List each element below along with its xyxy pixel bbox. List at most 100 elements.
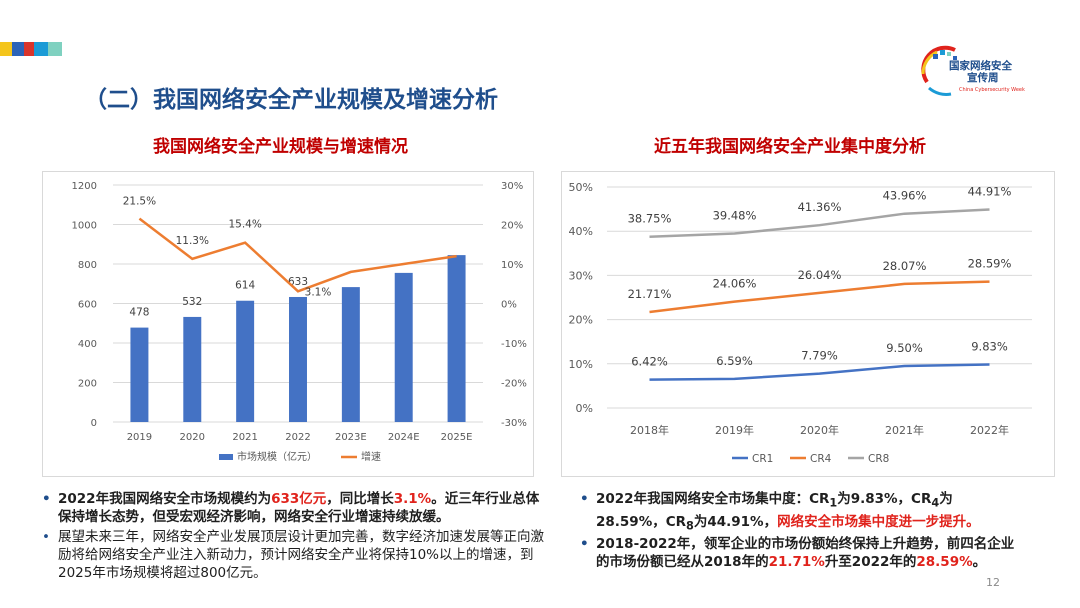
x-tick: 2018年	[630, 423, 669, 437]
y-tick-right: 20%	[501, 221, 523, 232]
bullet-dot-icon: •	[42, 529, 50, 545]
page-number: 12	[986, 576, 1000, 589]
data-label: 39.48%	[713, 208, 757, 222]
logo-emblem-icon: 国家网络安全 宣传周 China Cybersecurity Week	[921, 45, 1025, 96]
logo-text-1: 国家网络安全	[949, 59, 1012, 72]
y-tick: 20%	[569, 314, 593, 327]
bar	[289, 296, 307, 422]
text-span: 升至2022年的	[824, 554, 917, 571]
data-label: 38.75%	[628, 212, 672, 226]
left-chart: 0 -30% 200 -20% 400 -10% 600 0% 800 10% 1000 20% 120…	[42, 171, 534, 477]
y-tick-left: 800	[78, 260, 97, 271]
y-tick-right: 0%	[501, 300, 517, 311]
text-span: 。近三年行业总体保持增长态势，但受宏观经济影响，网络安全行业增速持续放缓。	[58, 491, 540, 525]
data-label: 43.96%	[883, 189, 927, 203]
legend-label: CR4	[810, 453, 832, 465]
y-tick: 50%	[569, 181, 593, 194]
data-label: 9.50%	[886, 341, 923, 355]
bar-label: 614	[235, 280, 255, 292]
legend-label: CR1	[752, 453, 773, 465]
x-tick: 2022	[285, 432, 310, 443]
legend-label: 增速	[361, 450, 381, 463]
line-label: 11.3%	[176, 235, 209, 247]
highlight-span: 3.1%	[393, 491, 432, 507]
text-span: 2022年我国网络安全市场规模约为	[58, 491, 272, 507]
subscript: 1	[829, 496, 838, 510]
line-label: 15.4%	[228, 219, 261, 231]
y-tick-right: -20%	[501, 379, 527, 390]
y-tick-left: 600	[78, 300, 97, 311]
data-label: 7.79%	[801, 349, 838, 363]
bar-label: 532	[182, 296, 202, 308]
left-bullet-1: • 2022年我国网络安全市场规模约为633亿元，同比增长3.1%。近三年行业总…	[40, 490, 550, 526]
logo-text-en: China Cybersecurity Week	[959, 87, 1025, 93]
series-line	[649, 363, 990, 381]
x-tick: 2021	[232, 432, 257, 443]
highlight-span: 28.59%	[916, 554, 973, 571]
highlight-span: 网络安全市场集中度进一步提升。	[777, 513, 980, 530]
cybersecurity-week-logo: 国家网络安全 宣传周 China Cybersecurity Week	[915, 42, 1045, 102]
text-span: 为28.59%，CR	[596, 491, 953, 530]
left-chart-svg: 0 -30% 200 -20% 400 -10% 600 0% 800 10% 1000 20% 120…	[72, 181, 527, 463]
x-tick: 2023E	[335, 432, 367, 443]
y-tick-right: 10%	[501, 260, 523, 271]
bar	[341, 287, 360, 422]
series-line	[649, 280, 990, 314]
x-tick: 2019	[127, 432, 152, 443]
y-tick: 30%	[569, 269, 593, 282]
text-span: 为9.83%，CR	[837, 491, 932, 507]
data-label: 6.59%	[716, 354, 753, 368]
y-tick-left: 400	[78, 339, 97, 350]
data-label: 28.59%	[968, 257, 1012, 271]
line-label: 21.5%	[123, 196, 156, 208]
y-tick-left: 1200	[72, 181, 97, 192]
x-tick: 2020	[180, 432, 205, 443]
bar	[183, 316, 202, 422]
bullet-dot-icon: •	[42, 491, 51, 507]
highlight-span: 633亿元	[271, 491, 327, 507]
right-bullets: • 2022年我国网络安全市场集中度：CR1为9.83%，CR4为28.59%，…	[578, 490, 1018, 571]
right-chart: 0% 10% 20% 30% 40% 50% 2018年 2019年 2020年 2021年 202…	[561, 171, 1055, 477]
y-tick-right: -10%	[501, 339, 527, 350]
data-label: 44.91%	[968, 184, 1012, 198]
x-tick: 2020年	[800, 423, 839, 437]
right-bullet-2: • 2018-2022年，领军企业的市场份额始终保持上升趋势，前四名企业的市场份…	[578, 535, 1018, 571]
y-tick: 10%	[569, 358, 593, 371]
bar	[447, 255, 466, 422]
bar-label: 478	[129, 307, 149, 319]
data-label: 6.42%	[631, 355, 668, 369]
y-tick-left: 200	[78, 379, 97, 390]
bullet-dot-icon: •	[580, 536, 589, 553]
x-tick: 2021年	[885, 423, 924, 437]
decor-bar	[0, 42, 62, 56]
data-label: 9.83%	[971, 340, 1008, 354]
data-label: 21.71%	[628, 287, 672, 301]
right-chart-svg: 0% 10% 20% 30% 40% 50% 2018年 2019年 2020年 2021年 202…	[569, 181, 1032, 465]
bar	[394, 272, 413, 422]
y-tick-left: 1000	[72, 221, 97, 232]
text-span: 2022年我国网络安全市场集中度：CR	[596, 491, 830, 507]
right-bullet-1: • 2022年我国网络安全市场集中度：CR1为9.83%，CR4为28.59%，…	[578, 490, 1018, 535]
subscript: 4	[931, 496, 940, 510]
data-label: 41.36%	[798, 200, 842, 214]
legend-label: 市场规模（亿元）	[237, 450, 317, 463]
line-label: 3.1%	[305, 286, 332, 298]
x-tick: 2024E	[388, 432, 420, 443]
y-tick-right: 30%	[501, 181, 523, 192]
x-tick: 2022年	[970, 423, 1009, 437]
data-label: 26.04%	[798, 268, 842, 282]
x-tick: 2025E	[441, 432, 473, 443]
text-span: 展望未来三年，网络安全产业发展顶层设计更加完善，数字经济加速发展等正向激励将给网…	[58, 529, 544, 581]
text-span: 为44.91%，	[693, 513, 778, 530]
subscript: 8	[686, 519, 694, 533]
y-tick: 0%	[576, 402, 593, 415]
data-label: 24.06%	[713, 277, 757, 291]
bullet-dot-icon: •	[580, 491, 589, 507]
highlight-span: 21.71%	[768, 554, 825, 571]
left-bullets: • 2022年我国网络安全市场规模约为633亿元，同比增长3.1%。近三年行业总…	[40, 490, 550, 582]
legend-label: CR8	[868, 453, 889, 465]
right-chart-title: 近五年我国网络安全产业集中度分析	[654, 137, 926, 157]
growth-line	[138, 217, 457, 293]
y-tick-right: -30%	[501, 418, 527, 429]
text-span: 2018-2022年，领军企业的市场份额始终保持上升趋势，前四名企业的市场份额已…	[596, 536, 1015, 571]
